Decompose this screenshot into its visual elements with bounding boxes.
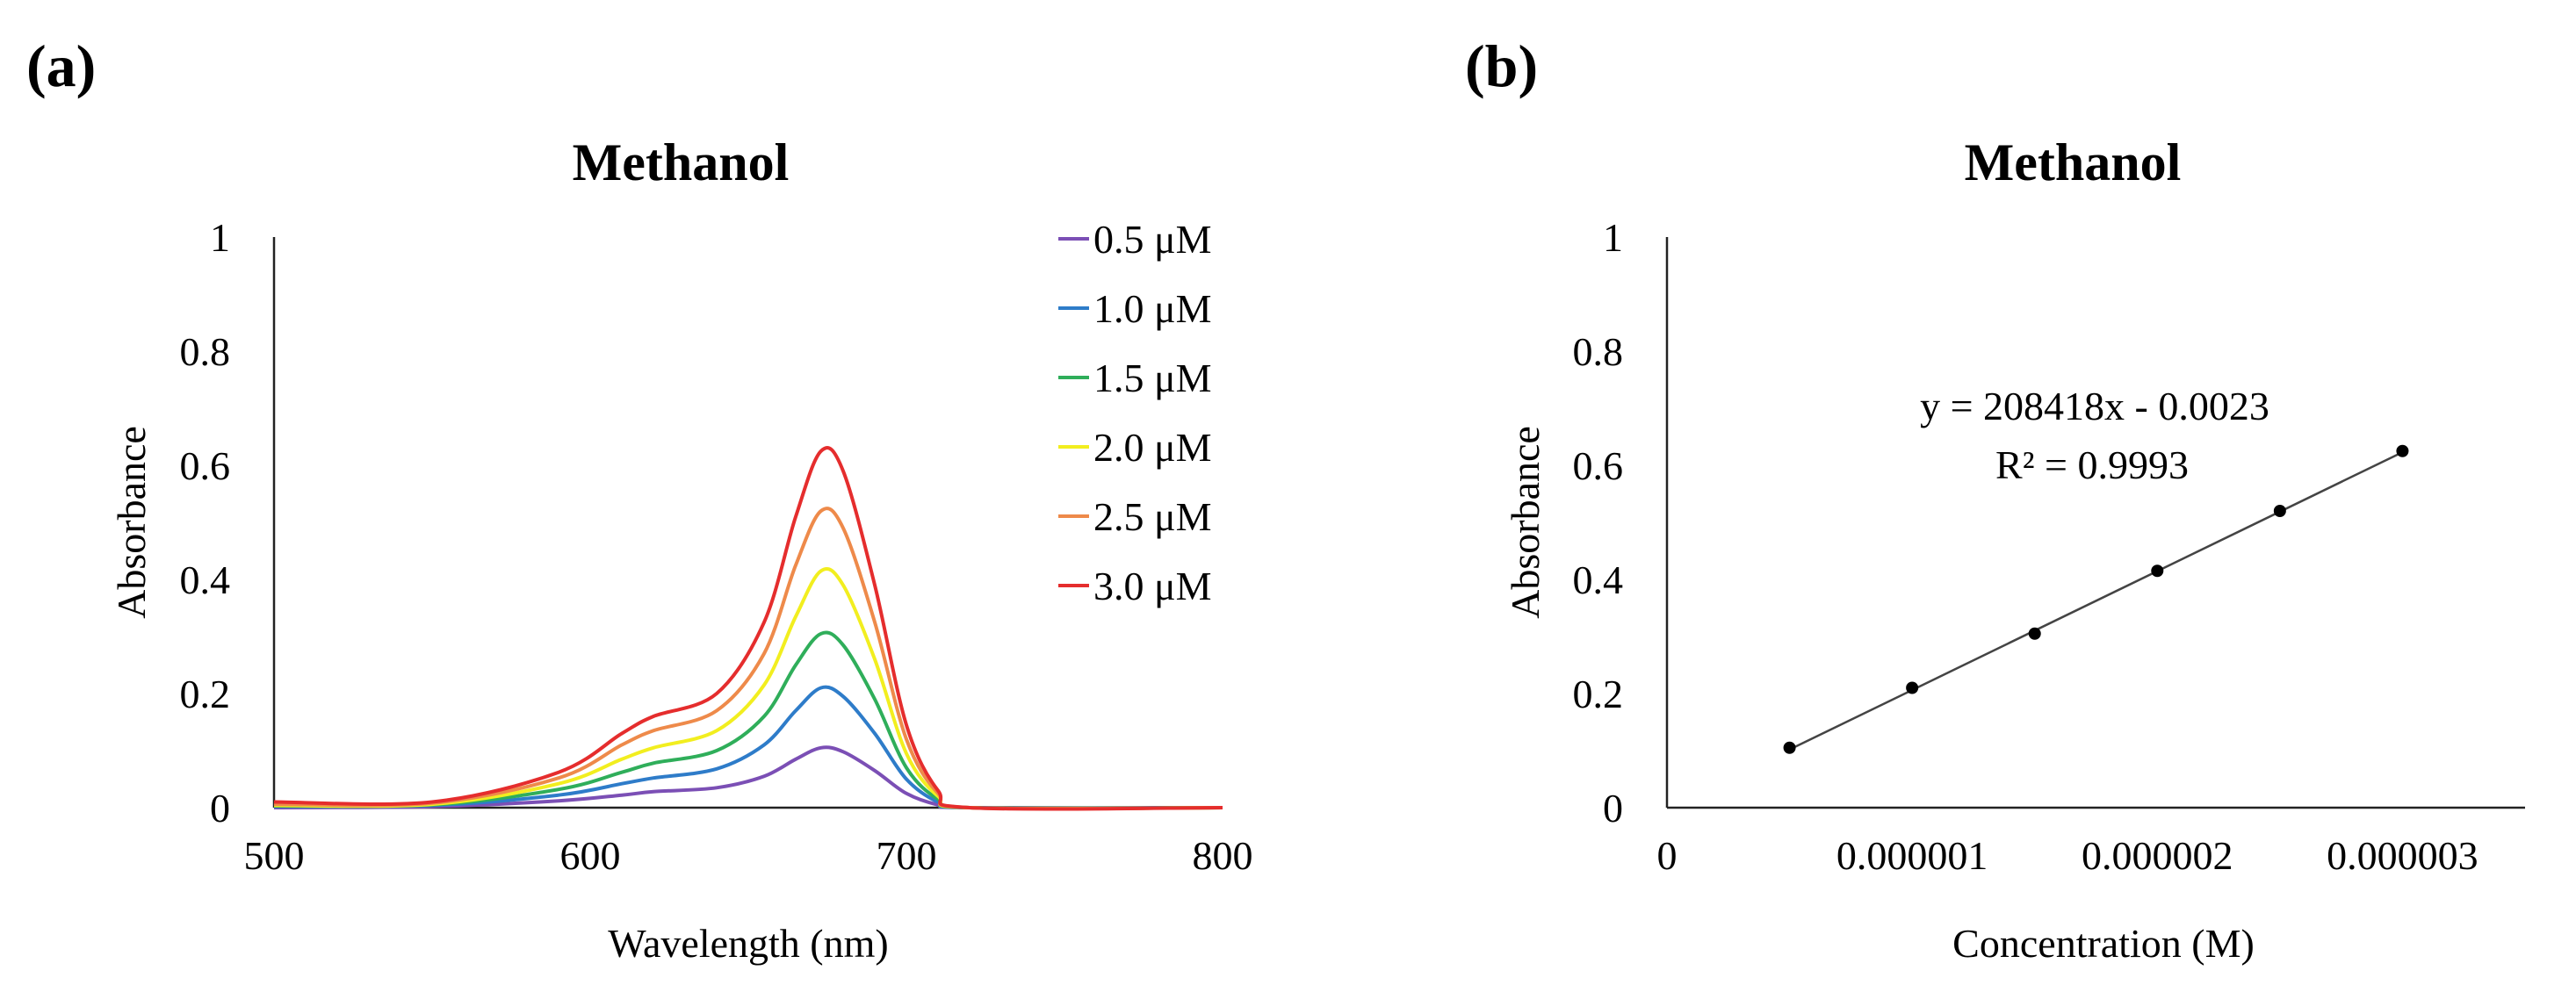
chart-a-y-axis-title: Absorbance xyxy=(109,426,154,619)
chart-a-x-tick-label: 500 xyxy=(244,833,305,878)
chart-b-x-tick-label: 0.000001 xyxy=(1836,833,1988,878)
chart-a-legend: 0.5 μM 1.0 μM 1.5 μM 2.0 μM 2.5 μM 3.0 μM xyxy=(1058,217,1212,608)
chart-a-x-tick-label: 600 xyxy=(560,833,621,878)
chart-a-x-axis-title: Wavelength (nm) xyxy=(608,921,888,966)
chart-a-series-line xyxy=(273,446,1223,811)
chart-a-legend-label: 0.5 μM xyxy=(1093,217,1212,262)
chart-a-y-tick-label: 0.8 xyxy=(180,329,231,374)
chart-b-r-squared: R² = 0.9993 xyxy=(1995,442,2189,487)
chart-b-data-point xyxy=(1906,681,1919,694)
chart-b-data-point xyxy=(2273,505,2286,517)
chart-a-legend-label: 2.5 μM xyxy=(1093,494,1212,539)
chart-b-x-axis-title: Concentration (M) xyxy=(1952,921,2255,966)
chart-b-y-tick-label: 0.6 xyxy=(1573,443,1624,488)
chart-a-title: Methanol xyxy=(573,133,790,191)
chart-b-x-tick-label: 0 xyxy=(1657,833,1678,878)
chart-a-y-ticks: 0 0.2 0.4 0.6 0.8 1 xyxy=(180,215,231,830)
chart-b-y-tick-label: 0.4 xyxy=(1573,557,1624,602)
chart-b-y-tick-label: 0 xyxy=(1603,786,1623,830)
chart-a-legend-label: 2.0 μM xyxy=(1093,425,1212,470)
chart-b-equation: y = 208418x - 0.0023 xyxy=(1920,384,2269,428)
chart-b-x-tick-label: 0.000003 xyxy=(2327,833,2479,878)
chart-b-y-ticks: 0 0.2 0.4 0.6 0.8 1 xyxy=(1573,215,1624,830)
chart-b-data-point xyxy=(2396,444,2409,457)
chart-b-x-tick-label: 0.000002 xyxy=(2082,833,2233,878)
chart-b-y-axis-title: Absorbance xyxy=(1503,426,1548,619)
chart-a-x-tick-label: 800 xyxy=(1193,833,1253,878)
chart-a: (a) Methanol 0 0.2 0.4 0.6 0.8 1 500 600 700 800… xyxy=(26,32,1253,966)
chart-a-y-tick-label: 0.4 xyxy=(180,557,231,602)
chart-b-data-point xyxy=(2151,564,2164,578)
chart-b-title: Methanol xyxy=(1965,133,2182,191)
chart-a-series xyxy=(273,446,1223,811)
chart-a-y-tick-label: 0.2 xyxy=(180,672,231,716)
chart-a-legend-label: 1.0 μM xyxy=(1093,286,1212,331)
chart-b-y-tick-label: 1 xyxy=(1603,215,1623,260)
chart-b-data-point xyxy=(2028,627,2041,640)
chart-b-points xyxy=(1783,444,2409,754)
chart-a-x-ticks: 500 600 700 800 xyxy=(244,833,1253,878)
chart-a-y-tick-label: 0.6 xyxy=(180,443,231,488)
chart-a-legend-label: 1.5 μM xyxy=(1093,356,1212,400)
panel-label-b: (b) xyxy=(1465,32,1538,99)
chart-b-y-tick-label: 0.2 xyxy=(1573,672,1624,716)
panel-label-a: (a) xyxy=(26,32,96,99)
chart-b-y-tick-label: 0.8 xyxy=(1573,329,1624,374)
chart-a-series-line xyxy=(273,507,1223,811)
chart-a-y-tick-label: 0 xyxy=(210,786,230,830)
chart-a-x-tick-label: 700 xyxy=(877,833,937,878)
chart-b: (b) Methanol 0 0.2 0.4 0.6 0.8 1 0 0.000001 0.0… xyxy=(1465,32,2525,966)
chart-a-y-tick-label: 1 xyxy=(210,215,230,260)
chart-b-data-point xyxy=(1783,741,1796,754)
chart-a-series-line xyxy=(273,566,1223,810)
chart-b-x-ticks: 0 0.000001 0.000002 0.000003 xyxy=(1657,833,2479,878)
chart-b-trendline xyxy=(1789,450,2403,751)
chart-a-legend-label: 3.0 μM xyxy=(1093,564,1212,608)
